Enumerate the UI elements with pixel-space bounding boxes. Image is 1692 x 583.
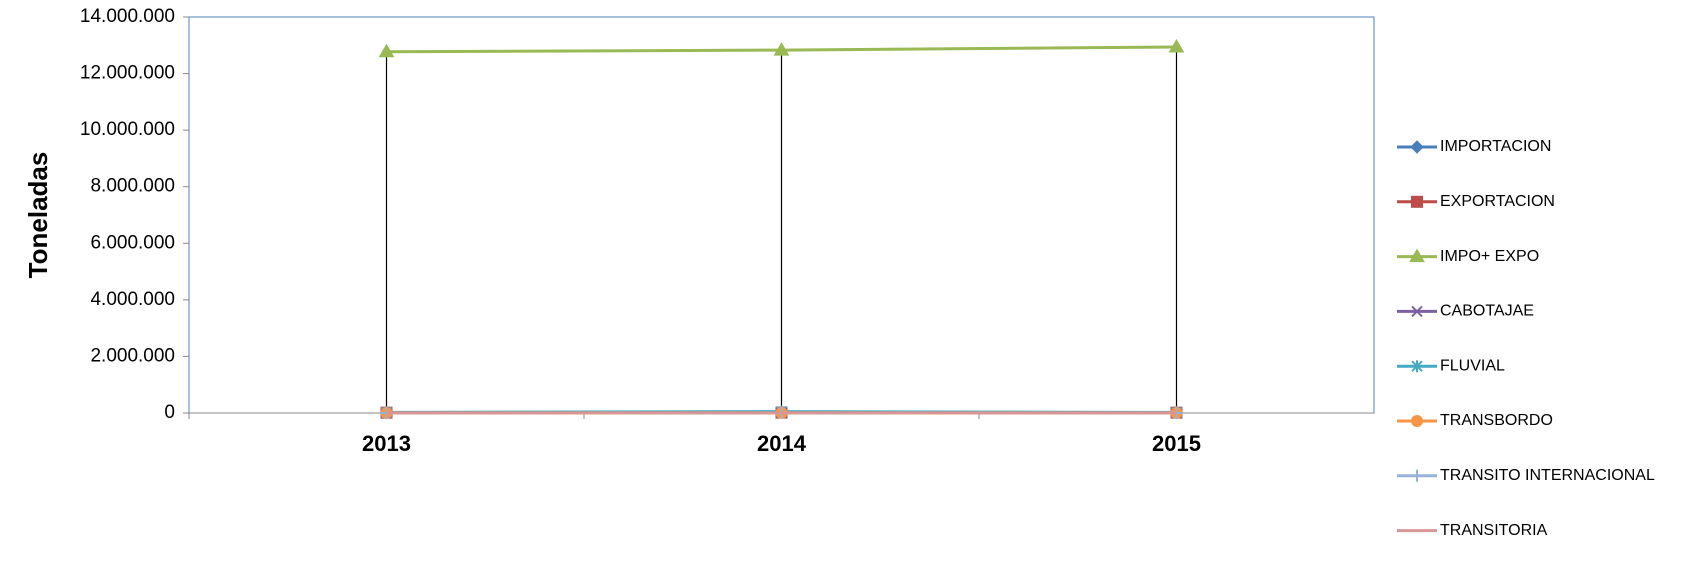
legend-label: TRANSITO INTERNACIONAL xyxy=(1440,467,1655,484)
legend-label: IMPO+ EXPO xyxy=(1440,248,1539,265)
legend-marker xyxy=(1411,415,1423,427)
legend-marker xyxy=(1410,140,1424,154)
legend-label: IMPORTACION xyxy=(1440,138,1551,155)
legend-marker xyxy=(1411,305,1423,318)
y-tick-label: 4.000.000 xyxy=(90,289,175,310)
legend-label: FLUVIAL xyxy=(1440,357,1505,374)
y-tick-label: 14.000.000 xyxy=(80,6,175,27)
data-point xyxy=(773,42,790,56)
y-tick-label: 12.000.000 xyxy=(80,63,175,84)
legend-marker xyxy=(1411,469,1423,482)
legend-label: TRANSITORIA xyxy=(1440,522,1548,539)
legend-label: CABOTAJAE xyxy=(1440,303,1534,320)
y-tick-label: 10.000.000 xyxy=(80,119,175,140)
legend-marker xyxy=(1411,360,1423,373)
y-tick-label: 6.000.000 xyxy=(90,232,175,253)
legend-label: TRANSBORDO xyxy=(1440,412,1553,429)
x-tick-label: 2014 xyxy=(757,431,807,456)
y-tick-label: 8.000.000 xyxy=(90,176,175,197)
y-axis-label: Toneladas xyxy=(23,152,53,279)
y-tick-label: 0 xyxy=(164,402,175,423)
data-point xyxy=(1168,38,1185,53)
legend-marker xyxy=(1409,248,1425,263)
x-tick-label: 2015 xyxy=(1152,431,1201,456)
y-tick-label: 2.000.000 xyxy=(90,345,175,366)
x-tick-label: 2013 xyxy=(362,431,411,456)
legend-marker xyxy=(1411,195,1423,208)
legend-label: EXPORTACION xyxy=(1440,193,1555,210)
data-point xyxy=(378,43,395,58)
